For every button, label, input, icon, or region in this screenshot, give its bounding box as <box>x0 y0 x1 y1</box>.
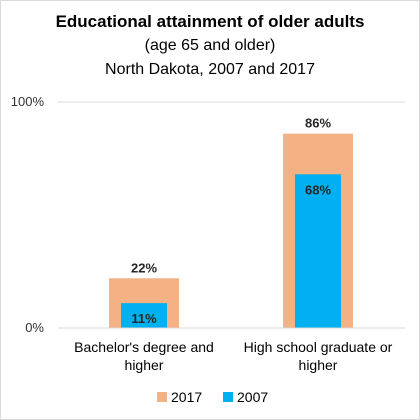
category-label-1-1: higher <box>299 357 338 373</box>
chart-titles: Educational attainment of older adults (… <box>0 10 420 82</box>
y-tick-label-100: 100% <box>11 94 45 109</box>
legend-label-2007: 2007 <box>237 389 268 405</box>
y-tick-label-0: 0% <box>25 320 44 335</box>
category-label-1-0: High school graduate or <box>244 339 393 355</box>
bar-2007-1 <box>295 174 341 328</box>
data-label-2007-1: 68% <box>305 182 331 197</box>
legend-label-2017: 2017 <box>171 389 202 405</box>
data-label-2007-0: 11% <box>131 311 157 326</box>
data-label-2017-1: 86% <box>305 116 331 131</box>
category-label-0-0: Bachelor's degree and <box>74 339 214 355</box>
legend-swatch-2007 <box>223 392 233 402</box>
chart-title: Educational attainment of older adults <box>55 12 365 31</box>
data-label-2017-0: 22% <box>131 260 157 275</box>
category-label-0-1: higher <box>125 357 164 373</box>
legend-swatch-2017 <box>157 392 167 402</box>
chart-subtitle-2: North Dakota, 2007 and 2017 <box>105 61 315 78</box>
bar-2007-0 <box>121 303 167 328</box>
chart-subtitle-1: (age 65 and older) <box>144 37 276 54</box>
